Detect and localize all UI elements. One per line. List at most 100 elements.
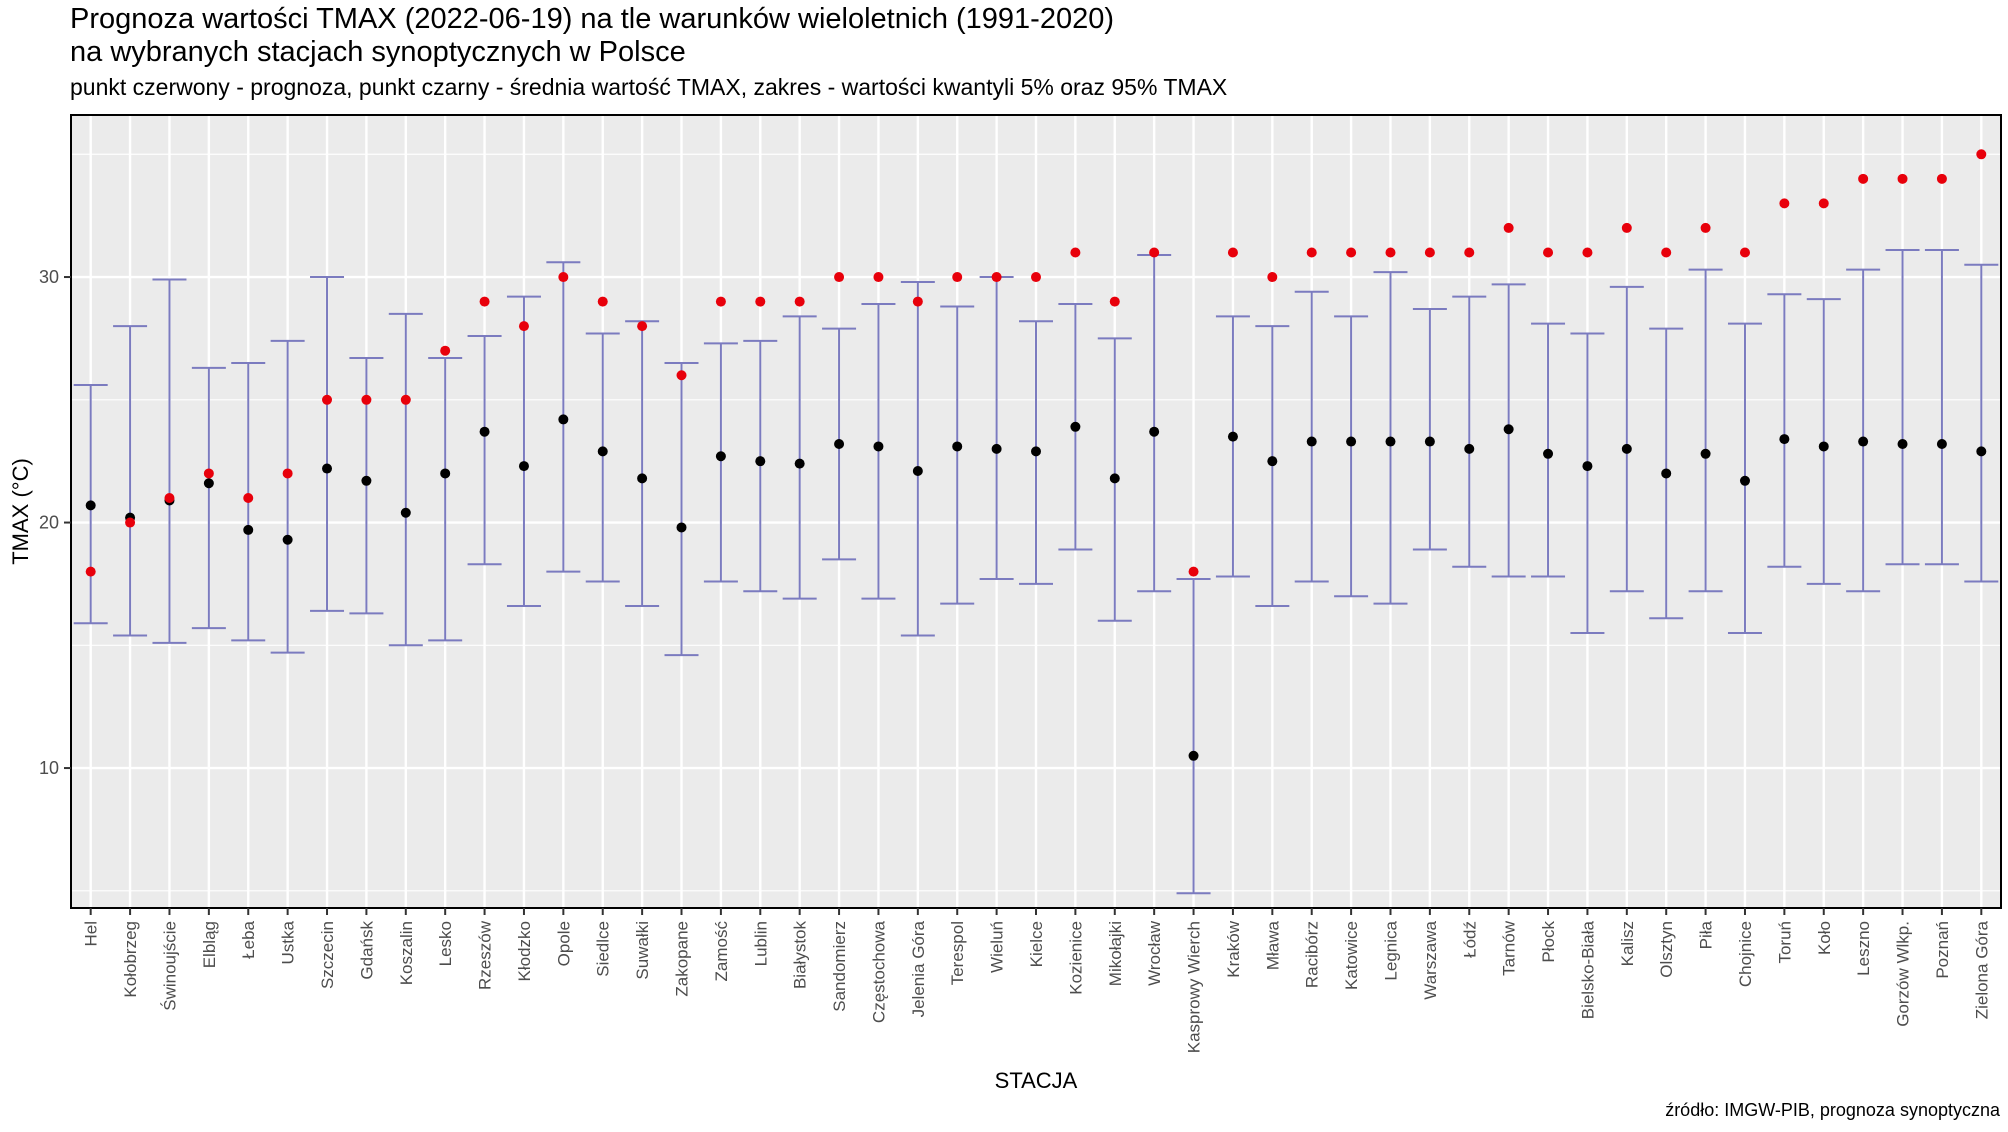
forecast-point <box>518 321 529 332</box>
forecast-point <box>203 468 214 479</box>
forecast-point <box>164 492 175 503</box>
mean-point <box>1424 436 1435 447</box>
mean-point <box>676 522 687 533</box>
x-tick-label: Chojnice <box>1736 921 1755 987</box>
x-tick-label: Kasprowy Wierch <box>1185 921 1204 1053</box>
range-bar <box>506 295 541 608</box>
range-bar <box>664 361 699 657</box>
x-tick-label: Kalisz <box>1618 921 1637 966</box>
chart-title-line2: na wybranych stacjach synoptycznych w Po… <box>70 36 686 68</box>
x-tick-label: Olsztyn <box>1657 921 1676 978</box>
forecast-point <box>558 272 569 283</box>
forecast-point <box>1109 296 1120 307</box>
forecast-point <box>755 296 766 307</box>
range-bar <box>428 357 463 642</box>
mean-point <box>479 426 490 437</box>
x-tick-label: Leszno <box>1854 921 1873 976</box>
mean-point <box>991 443 1002 454</box>
x-tick-label: Lesko <box>436 921 455 966</box>
chart-title: Prognoza wartości TMAX (2022-06-19) na t… <box>70 3 1114 35</box>
mean-point <box>715 451 726 462</box>
forecast-point <box>834 272 845 283</box>
mean-point <box>952 441 963 452</box>
x-tick-label: Kielce <box>1027 921 1046 967</box>
x-tick-label: Warszawa <box>1421 920 1440 999</box>
x-tick-label: Kraków <box>1224 920 1243 977</box>
forecast-point <box>479 296 490 307</box>
forecast-point <box>85 566 96 577</box>
mean-point <box>518 461 529 472</box>
mean-point <box>1543 448 1554 459</box>
range-bar <box>940 305 975 605</box>
forecast-point <box>243 492 254 503</box>
mean-point <box>597 446 608 457</box>
x-tick-label: Siedlce <box>594 921 613 977</box>
range-bar <box>1924 249 1959 566</box>
mean-point <box>1503 424 1514 435</box>
forecast-point <box>1897 173 1908 184</box>
x-tick-label: Lublin <box>751 921 770 966</box>
mean-point <box>755 456 766 467</box>
x-tick-label: Rzeszów <box>476 920 495 990</box>
forecast-point <box>597 296 608 307</box>
x-tick-label: Terespol <box>948 921 967 985</box>
mean-point <box>1464 443 1475 454</box>
forecast-point <box>1779 198 1790 209</box>
x-tick-label: Kłodzko <box>515 921 534 981</box>
mean-point <box>440 468 451 479</box>
range-bar <box>191 366 226 630</box>
forecast-point <box>1976 149 1987 160</box>
range-bar <box>467 334 502 566</box>
range-bar <box>1846 268 1881 593</box>
x-tick-label: Zielona Góra <box>1972 920 1991 1019</box>
range-bar <box>1964 263 1999 583</box>
forecast-point <box>1464 247 1475 258</box>
forecast-point <box>952 272 963 283</box>
range-bar <box>1176 578 1211 895</box>
mean-point <box>834 438 845 449</box>
forecast-point <box>676 370 687 381</box>
mean-point <box>1070 421 1081 432</box>
x-tick-label: Szczecin <box>318 921 337 989</box>
forecast-point <box>1149 247 1160 258</box>
mean-point <box>1661 468 1672 479</box>
forecast-point <box>1818 198 1829 209</box>
forecast-point <box>1346 247 1357 258</box>
y-tick-label: 30 <box>39 267 59 287</box>
forecast-point <box>637 321 648 332</box>
range-bar <box>1452 295 1487 568</box>
range-bar <box>585 332 620 583</box>
forecast-point <box>282 468 293 479</box>
forecast-point <box>1503 222 1514 233</box>
range-bar <box>113 325 148 637</box>
x-tick-label: Łeba <box>239 920 258 958</box>
mean-point <box>243 524 254 535</box>
x-tick-label: Elbląg <box>200 921 219 968</box>
forecast-point <box>794 296 805 307</box>
x-tick-label: Białystok <box>791 921 810 990</box>
x-tick-label: Poznań <box>1933 921 1952 979</box>
mean-point <box>1700 448 1711 459</box>
x-axis: Hel Kołobrzeg Świnoujście Elbląg Łeba Ustka Sz… <box>82 908 1991 1053</box>
mean-point <box>1385 436 1396 447</box>
mean-point <box>1858 436 1869 447</box>
mean-point <box>1227 431 1238 442</box>
x-tick-label: Mikołajki <box>1106 921 1125 986</box>
range-bar <box>1609 285 1644 593</box>
x-tick-label: Toruń <box>1775 921 1794 964</box>
x-tick-label: Kołobrzeg <box>121 921 140 998</box>
x-tick-label: Płock <box>1539 921 1558 963</box>
x-tick-label: Koło <box>1815 921 1834 955</box>
range-bar <box>1412 307 1447 551</box>
mean-point <box>203 478 214 489</box>
x-tick-label: Łódź <box>1460 921 1479 958</box>
forecast-point <box>1858 173 1869 184</box>
range-bar <box>900 280 935 637</box>
x-tick-label: Kozienice <box>1066 921 1085 995</box>
chart-subtitle: punkt czerwony - prognoza, punkt czarny … <box>70 74 1228 100</box>
x-tick-label: Katowice <box>1342 921 1361 990</box>
y-axis-label: TMAX (°C) <box>8 458 33 565</box>
mean-point <box>558 414 569 425</box>
mean-point <box>1346 436 1357 447</box>
mean-points <box>85 414 1987 761</box>
